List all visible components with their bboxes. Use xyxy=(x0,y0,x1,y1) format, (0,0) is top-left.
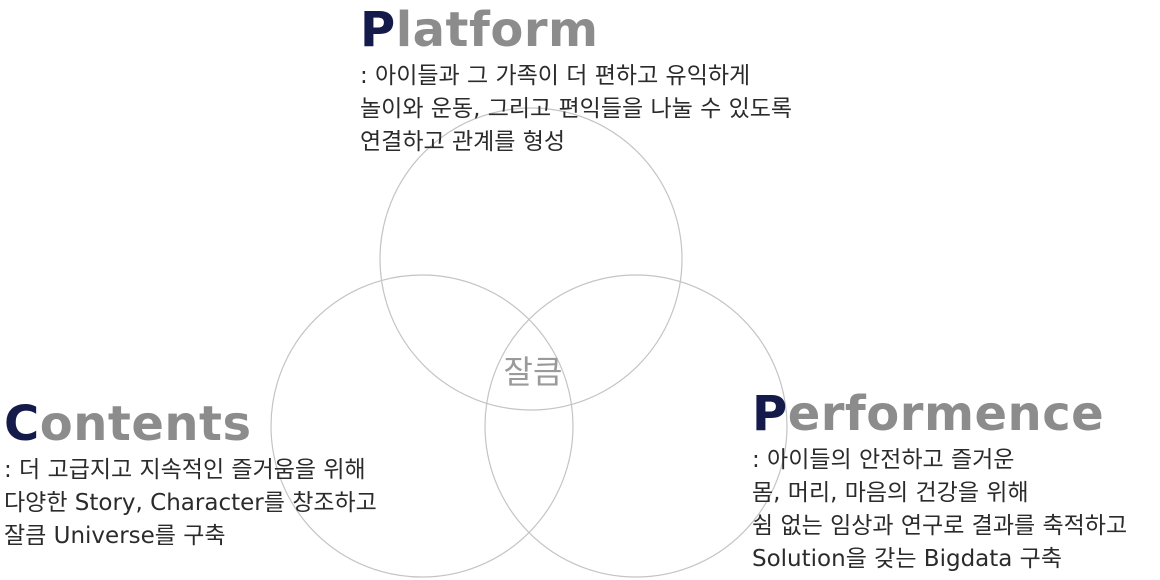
center-label: 잘큼 xyxy=(503,353,563,391)
contents-line-3: 잘큼 Universe를 구축 xyxy=(4,523,226,549)
contents-block: Contents : 더 고급지고 지속적인 즐거움을 위해 다양한 Story… xyxy=(4,398,377,553)
performence-heading: Performence xyxy=(752,388,1127,440)
platform-block: Platform : 아이들과 그 가족이 더 편하고 유익하게 놀이와 운동,… xyxy=(360,4,792,159)
performence-heading-rest: erformence xyxy=(787,386,1105,442)
performence-line-2: 몸, 머리, 마음의 건강을 위해 xyxy=(752,480,1029,506)
platform-line-3: 연결하고 관계를 형성 xyxy=(360,129,566,155)
circle-performence xyxy=(484,274,788,578)
contents-heading-rest: ontents xyxy=(39,396,252,452)
circle-contents xyxy=(270,274,574,578)
contents-heading: Contents xyxy=(4,398,377,450)
performence-line-3: 쉼 없는 임상과 연구로 결과를 축적하고 xyxy=(752,513,1128,539)
performence-line-1: : 아이들의 안전하고 즐거운 xyxy=(752,447,1015,473)
platform-description: : 아이들과 그 가족이 더 편하고 유익하게 놀이와 운동, 그리고 편익들을… xyxy=(360,60,792,159)
platform-line-1: : 아이들과 그 가족이 더 편하고 유익하게 xyxy=(360,63,751,89)
circle-platform xyxy=(379,107,683,411)
platform-line-2: 놀이와 운동, 그리고 편익들을 나눌 수 있도록 xyxy=(360,96,793,122)
platform-heading-rest: latform xyxy=(395,2,599,58)
contents-line-2: 다양한 Story, Character를 창조하고 xyxy=(4,490,377,516)
contents-description: : 더 고급지고 지속적인 즐거움을 위해 다양한 Story, Charact… xyxy=(4,454,377,553)
contents-heading-initial: C xyxy=(4,396,40,452)
performence-heading-initial: P xyxy=(752,386,788,442)
performence-block: Performence : 아이들의 안전하고 즐거운 몸, 머리, 마음의 건… xyxy=(752,388,1127,576)
performence-description: : 아이들의 안전하고 즐거운 몸, 머리, 마음의 건강을 위해 쉼 없는 임… xyxy=(752,444,1127,576)
performence-line-4: Solution을 갖는 Bigdata 구축 xyxy=(752,546,1063,572)
platform-heading-initial: P xyxy=(360,2,396,58)
platform-heading: Platform xyxy=(360,4,792,56)
contents-line-1: : 더 고급지고 지속적인 즐거움을 위해 xyxy=(4,457,366,483)
